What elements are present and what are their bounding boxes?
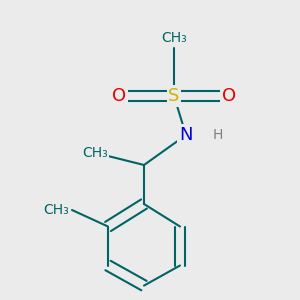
Text: O: O xyxy=(222,87,236,105)
Text: S: S xyxy=(168,87,180,105)
Text: CH₃: CH₃ xyxy=(82,146,108,160)
Text: H: H xyxy=(213,128,224,142)
Text: O: O xyxy=(112,87,126,105)
Text: CH₃: CH₃ xyxy=(43,203,69,217)
Text: CH₃: CH₃ xyxy=(161,31,187,45)
Text: N: N xyxy=(179,126,193,144)
